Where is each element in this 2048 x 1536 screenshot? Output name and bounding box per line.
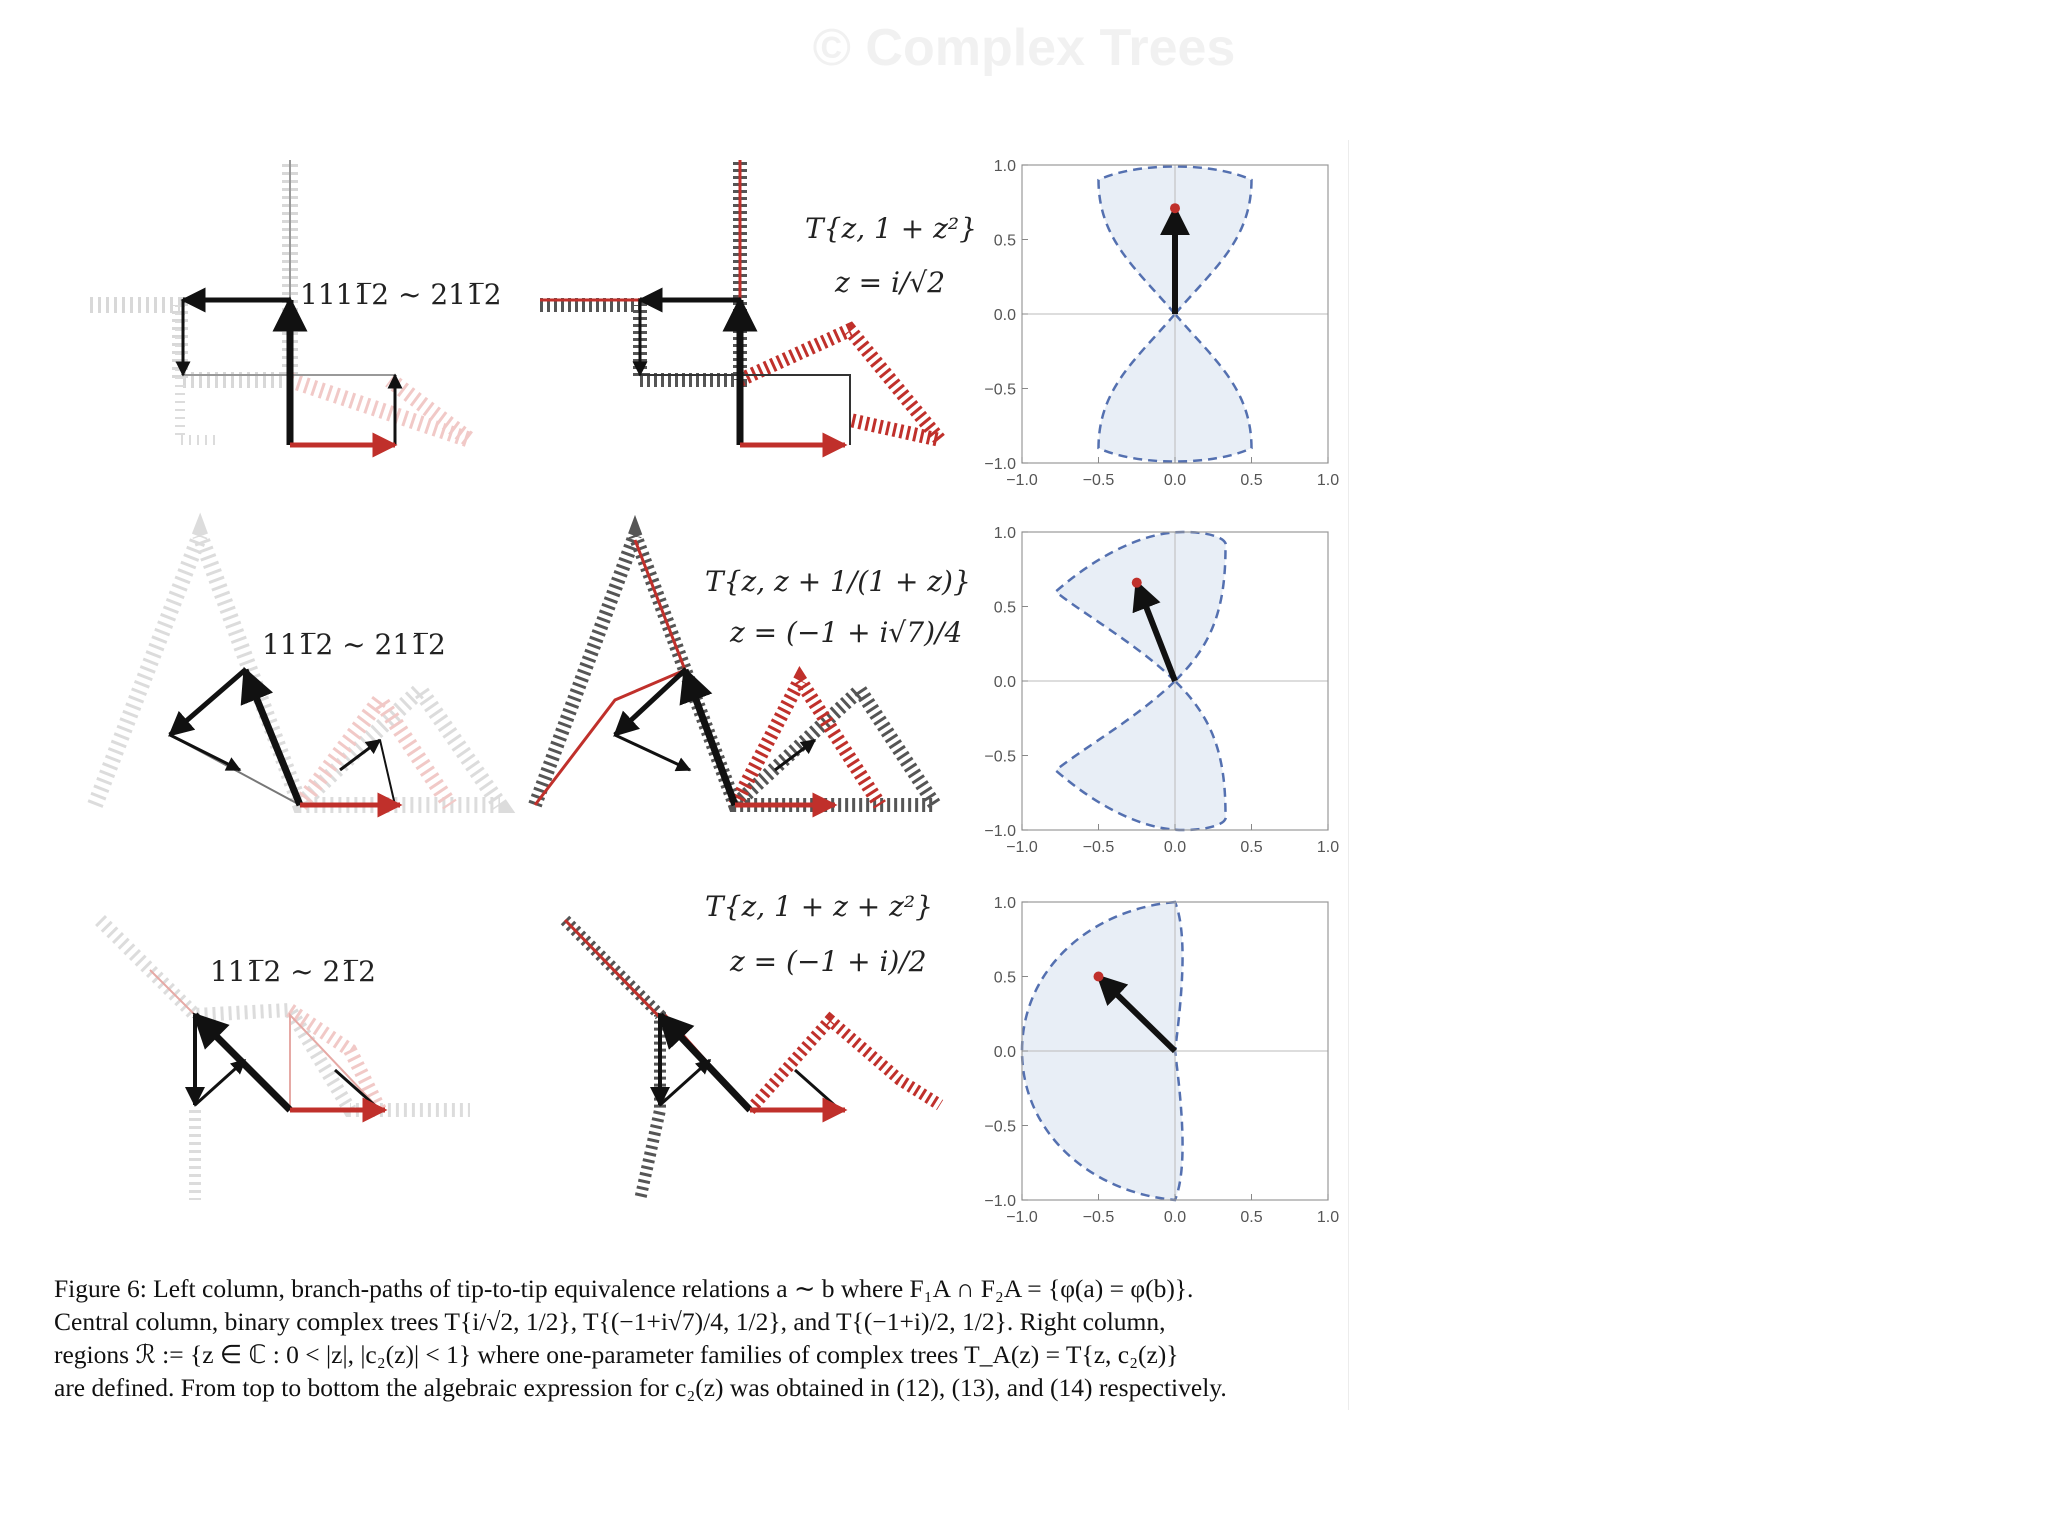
region-shape [1053,530,1228,832]
y-tick-label: 0.0 [994,674,1016,691]
y-tick-label: −0.5 [984,749,1016,766]
x-tick-label: 1.0 [1317,472,1339,489]
caption-line: Central column, binary complex trees T{i… [54,1307,1166,1336]
z-point [1093,971,1104,982]
x-tick-label: −1.0 [1006,472,1038,489]
y-tick-label: −1.0 [984,823,1016,840]
y-tick-label: 0.5 [994,970,1016,987]
row2-left-fractal [87,512,516,818]
row1-left-fractal [90,160,475,458]
row1-center-tree [540,160,959,458]
x-tick-label: 0.0 [1164,839,1186,856]
y-tick-label: 1.0 [994,525,1016,542]
x-tick-label: 0.5 [1240,839,1262,856]
caption-line: Figure 6: Left column, branch-paths of t… [54,1274,1194,1303]
watermark: © Complex Trees [812,19,1236,77]
row3-center-tree [560,915,944,1202]
row2-tree-name: T{z, z + 1/(1 + z)} [705,565,971,598]
row3-z-value: z = (−1 + i)/2 [730,945,927,978]
figure-right-border [1348,140,1349,1410]
y-tick-label: 0.5 [994,233,1016,250]
y-tick-label: −0.5 [984,382,1016,399]
row3-relation: 111̅2 ~ 21̅2 [210,955,376,988]
x-tick-label: −1.0 [1006,839,1038,856]
x-tick-label: 0.5 [1240,472,1262,489]
x-tick-label: 1.0 [1317,1209,1339,1226]
figure-caption: Figure 6: Left column, branch-paths of t… [54,1272,1350,1404]
z-point [1170,203,1180,214]
x-tick-label: 0.5 [1240,1209,1262,1226]
row2-relation: 111̅2 ~ 211̅2 [262,628,446,661]
y-tick-label: −1.0 [984,1193,1016,1210]
row1-z-value: z = i/√2 [835,266,946,299]
row3-tree-name: T{z, 1 + z + z²} [705,890,933,923]
y-tick-label: 0.0 [994,1044,1016,1061]
x-tick-label: −1.0 [1006,1209,1038,1226]
y-tick-label: 0.0 [994,307,1016,324]
y-tick-label: 0.5 [994,600,1016,617]
row1-tree-name: T{z, 1 + z²} [805,212,977,245]
x-tick-label: 0.0 [1164,1209,1186,1226]
y-tick-label: −0.5 [984,1119,1016,1136]
row3-left-fractal [95,915,470,1200]
z-arrow [1096,974,1178,1054]
y-tick-label: 1.0 [994,895,1016,912]
x-tick-label: −0.5 [1083,1209,1115,1226]
z-point [1131,577,1142,588]
row2-center-tree [528,514,948,818]
row2-z-value: z = (−1 + i√7)/4 [730,616,963,649]
y-tick-label: −1.0 [984,456,1016,473]
caption-line: are defined. From top to bottom the alge… [54,1373,1227,1402]
row1-relation: 1111̅2 ~ 211̅2 [300,278,502,311]
caption-line: regions ℛ := {z ∈ ℂ : 0 < |z|, |c₂(z)| <… [54,1340,1179,1369]
x-tick-label: 1.0 [1317,839,1339,856]
x-tick-label: 0.0 [1164,472,1186,489]
x-tick-label: −0.5 [1083,472,1115,489]
y-tick-label: 1.0 [994,158,1016,175]
z-arrow [1132,579,1178,683]
x-tick-label: −0.5 [1083,839,1115,856]
